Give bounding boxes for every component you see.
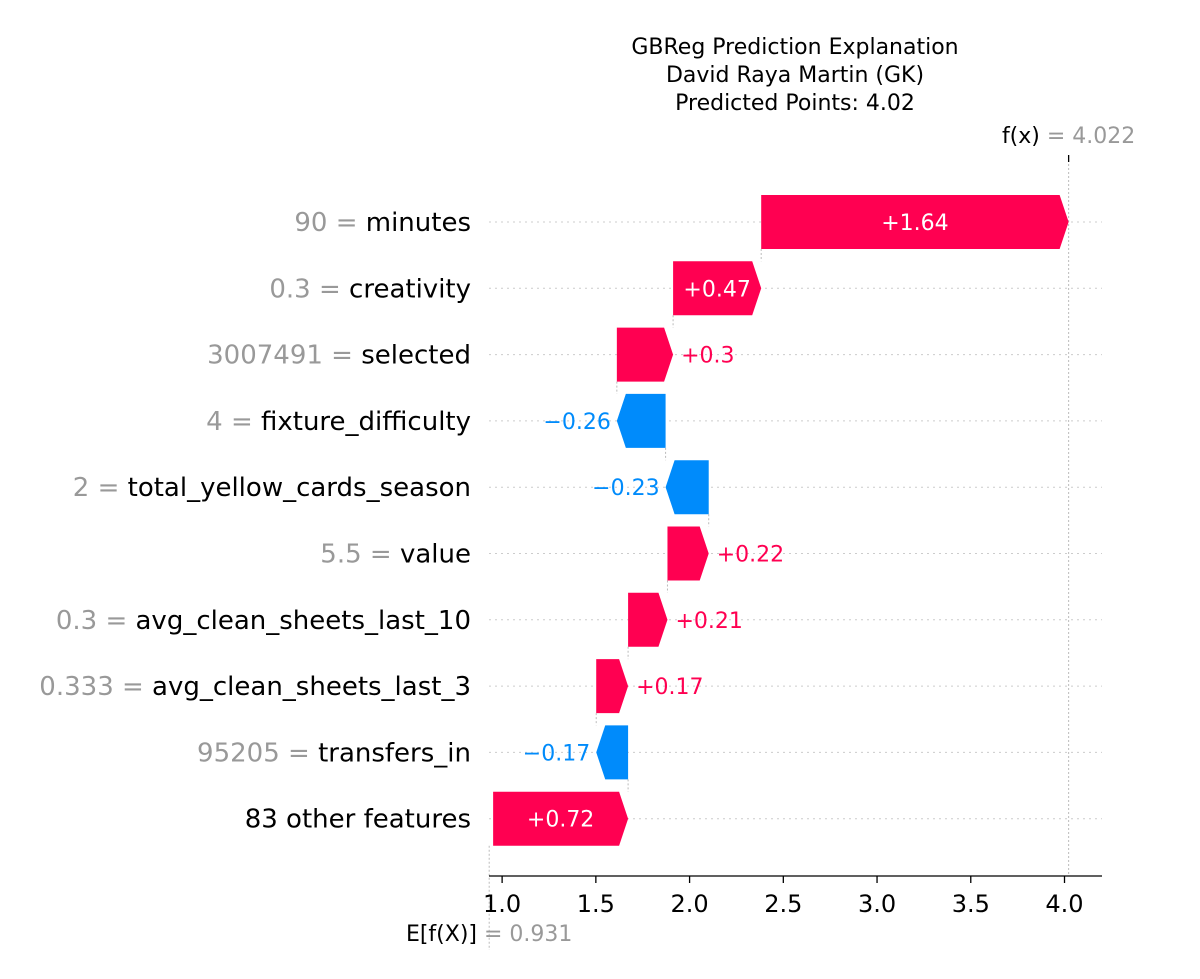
feature-label: 90 = minutes xyxy=(294,208,471,238)
feature-name: minutes xyxy=(366,208,471,238)
feature-value: 90 = xyxy=(294,208,365,238)
x-tick-label: 1.0 xyxy=(483,890,521,918)
feature-labels: 90 = minutes 0.3 = creativity 3007491 = se… xyxy=(39,208,471,835)
bar-connectors xyxy=(488,160,1070,950)
feature-name: selected xyxy=(361,341,471,371)
feature-label: 4 = fixture_difficulty xyxy=(206,407,471,437)
feature-label: 95205 = transfers_in xyxy=(197,738,471,768)
bar-value-label: +0.21 xyxy=(675,609,742,634)
bar-value xyxy=(667,526,709,581)
x-tick-label: 3.0 xyxy=(858,890,896,918)
feature-label: 0.3 = creativity xyxy=(269,274,471,304)
feature-name: transfers_in xyxy=(318,738,471,768)
feature-value: 0.333 = xyxy=(39,672,152,702)
x-axis: 1.0 1.5 2.0 2.5 3.0 3.5 4.0 E[f(X)] = 0.931 xyxy=(406,875,1102,947)
feature-name: fixture_difficulty xyxy=(261,407,471,437)
bar-transfers-in xyxy=(596,725,629,780)
feature-value: 5.5 = xyxy=(320,540,400,570)
feature-value: 2 = xyxy=(73,473,128,503)
x-tick-label: 2.0 xyxy=(670,890,708,918)
feature-name: avg_clean_sheets_last_3 xyxy=(152,672,471,702)
x-tick-label: 2.5 xyxy=(764,890,802,918)
feature-name: total_yellow_cards_season xyxy=(128,473,471,503)
feature-value: 3007491 = xyxy=(207,341,361,371)
feature-label: 3007491 = selected xyxy=(207,341,471,371)
bar-value-label: −0.23 xyxy=(592,476,659,501)
bar-creativity xyxy=(673,261,762,316)
x-tick-label: 4.0 xyxy=(1045,890,1083,918)
bar-fixture-difficulty xyxy=(616,393,666,448)
bar-value-label: +0.72 xyxy=(527,808,594,833)
feature-name: 83 other features xyxy=(245,805,471,835)
feature-value: 4 = xyxy=(206,407,261,437)
x-tick-label: 1.5 xyxy=(577,890,615,918)
bar-avg-clean-sheets-last-10 xyxy=(628,592,668,647)
bar-value-label: +1.64 xyxy=(881,211,948,236)
bar-83-other-features xyxy=(493,791,629,846)
title-line-3: Predicted Points: 4.02 xyxy=(675,91,915,116)
bar-value-label: +0.17 xyxy=(636,675,703,700)
bar-avg-clean-sheets-last-3 xyxy=(596,659,629,714)
chart-title: GBReg Prediction Explanation David Raya M… xyxy=(631,35,958,116)
feature-name: creativity xyxy=(349,274,471,304)
x-tick-label: 3.5 xyxy=(952,890,990,918)
feature-value: 0.3 = xyxy=(56,606,136,636)
prediction-label: f(x) = 4.022 xyxy=(1002,124,1135,149)
prediction-marker: f(x) = 4.022 xyxy=(1002,124,1135,162)
feature-name: avg_clean_sheets_last_10 xyxy=(136,606,472,636)
bar-value-label: +0.3 xyxy=(681,344,734,369)
base-value-label: E[f(X)] = 0.931 xyxy=(406,922,572,947)
title-line-2: David Raya Martin (GK) xyxy=(666,63,924,88)
feature-label: 0.333 = avg_clean_sheets_last_3 xyxy=(39,672,471,702)
row-gridlines xyxy=(489,221,1102,820)
feature-label: 5.5 = value xyxy=(320,540,471,570)
bar-value-label: +0.47 xyxy=(683,277,750,302)
bar-selected xyxy=(616,327,674,382)
bar-value-label: −0.17 xyxy=(523,741,590,766)
bar-value-label: +0.22 xyxy=(717,543,784,568)
bars: +1.64 +0.47 +0.3 −0.26 −0.23 +0.22 +0.21 +0.17 −… xyxy=(493,195,1069,846)
title-line-1: GBReg Prediction Explanation xyxy=(631,35,958,60)
bar-total-yellow-cards-season xyxy=(665,460,709,515)
feature-name: value xyxy=(400,540,471,570)
feature-label: 2 = total_yellow_cards_season xyxy=(73,473,471,503)
feature-label: 83 other features xyxy=(245,805,471,835)
bar-minutes xyxy=(761,195,1069,249)
feature-label: 0.3 = avg_clean_sheets_last_10 xyxy=(56,606,471,636)
feature-value: 0.3 = xyxy=(269,274,349,304)
bar-value-label: −0.26 xyxy=(543,410,610,435)
feature-value: 95205 = xyxy=(197,738,318,768)
